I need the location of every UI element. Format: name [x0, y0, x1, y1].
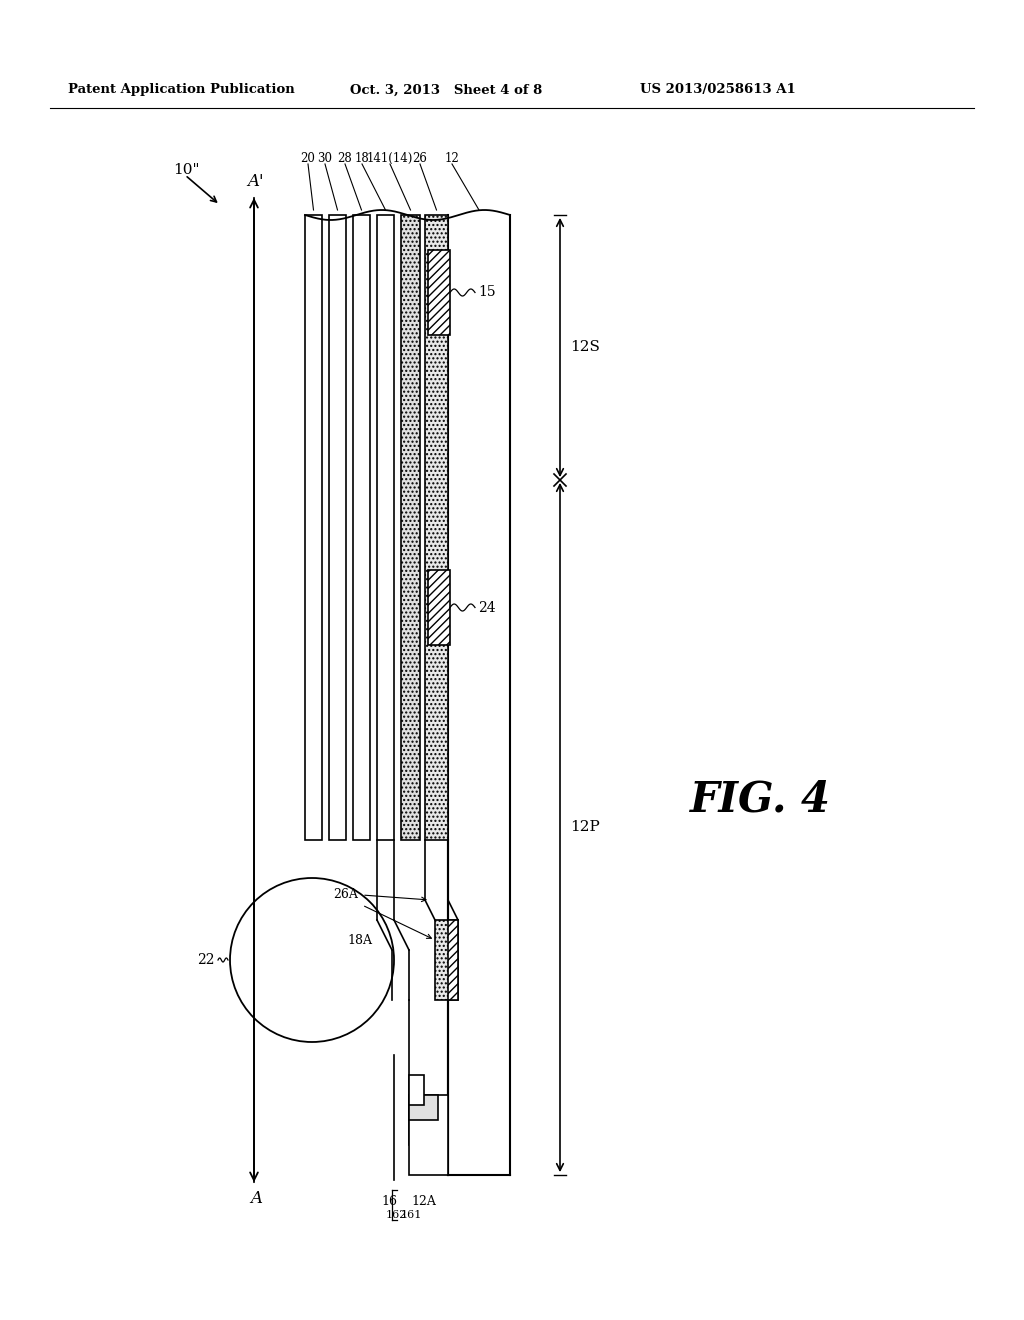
Bar: [329, 215, 346, 840]
Bar: [353, 215, 370, 840]
Bar: [435, 920, 458, 1001]
Text: 10": 10": [173, 162, 200, 177]
Text: 12: 12: [444, 152, 460, 165]
Text: A: A: [250, 1191, 262, 1206]
Bar: [377, 215, 394, 840]
Bar: [409, 1074, 424, 1105]
Text: Patent Application Publication: Patent Application Publication: [68, 83, 295, 96]
Text: 18A: 18A: [347, 933, 372, 946]
Text: 12P: 12P: [570, 820, 600, 834]
Text: A': A': [248, 173, 264, 190]
Bar: [409, 1096, 449, 1175]
Text: 26A: 26A: [333, 888, 358, 902]
Text: 12A: 12A: [412, 1195, 436, 1208]
Text: 20: 20: [301, 152, 315, 165]
Text: FIG. 4: FIG. 4: [689, 779, 830, 821]
Text: 28: 28: [338, 152, 352, 165]
Text: 141(14): 141(14): [367, 152, 414, 165]
Text: 18: 18: [354, 152, 370, 165]
Text: Oct. 3, 2013   Sheet 4 of 8: Oct. 3, 2013 Sheet 4 of 8: [350, 83, 543, 96]
Bar: [305, 215, 322, 840]
Text: 162: 162: [385, 1210, 407, 1220]
Text: 15: 15: [478, 285, 496, 300]
Text: 26: 26: [413, 152, 427, 165]
Text: 22: 22: [198, 953, 215, 968]
Text: 16: 16: [381, 1195, 397, 1208]
Bar: [428, 570, 450, 645]
Bar: [409, 1096, 438, 1119]
Bar: [401, 215, 420, 840]
Text: 12S: 12S: [570, 341, 600, 354]
Text: US 2013/0258613 A1: US 2013/0258613 A1: [640, 83, 796, 96]
Text: 161: 161: [400, 1210, 422, 1220]
Text: 24: 24: [478, 601, 496, 615]
Bar: [425, 215, 449, 840]
Bar: [449, 920, 458, 1001]
Bar: [428, 249, 450, 335]
Text: 30: 30: [317, 152, 333, 165]
